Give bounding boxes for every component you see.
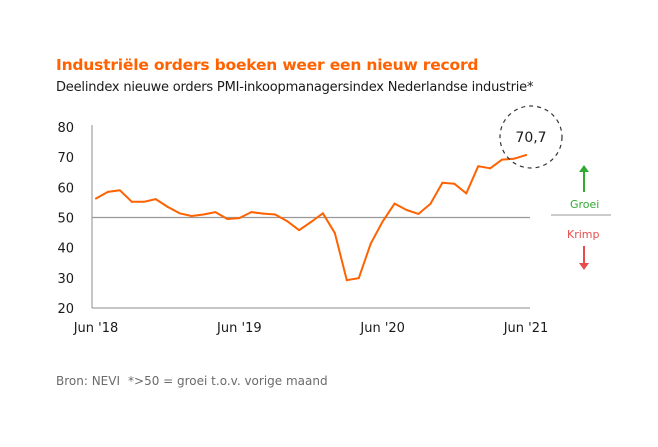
data-point [393,202,396,205]
data-point [202,213,205,216]
data-point [333,232,336,235]
data-point [178,212,181,215]
y-axis-tick-labels: 20 30 40 50 60 70 80 [57,121,74,317]
data-point [513,157,516,160]
y-tick-label: 60 [57,181,74,196]
x-tick-label: Jun '18 [73,321,119,336]
x-tick-label: Jun '19 [216,321,262,336]
source-label: Bron: NEVI [56,374,121,388]
data-point [226,218,229,221]
data-point [369,242,372,245]
data-point [405,208,408,211]
growth-arrow-icon [579,165,589,192]
y-tick-label: 50 [57,212,74,227]
data-point [357,277,360,280]
data-point [321,212,324,215]
data-point [489,167,492,170]
data-point [298,229,301,232]
data-point [118,189,121,192]
y-tick-label: 20 [57,302,74,317]
data-point [166,205,169,208]
x-tick-label: Jun '20 [359,321,405,336]
data-point [286,220,289,223]
data-point [190,214,193,217]
data-point [525,154,527,157]
footnote: *>50 = groei t.o.v. vorige maand [128,374,328,388]
legend-shrink-label: Krimp [567,228,600,241]
data-point [345,279,348,282]
data-point [250,211,253,214]
data-point [274,213,277,216]
legend-growth-label: Groei [570,198,599,211]
x-axis-tick-labels: Jun '18 Jun '19 Jun '20 Jun '21 [73,321,549,336]
shrink-arrow-icon [579,246,589,270]
chart-source: Bron: NEVI *>50 = groei t.o.v. vorige maa… [56,374,328,388]
data-point [381,220,384,223]
data-point [453,182,456,185]
data-point [95,197,97,200]
latest-value-label: 70,7 [515,130,546,146]
data-point [214,211,217,214]
data-point [465,192,468,195]
data-point [106,190,109,193]
y-tick-label: 40 [57,242,74,257]
chart-subtitle: Deelindex nieuwe orders PMI-inkoopmanage… [56,80,534,95]
data-point [238,217,241,220]
x-tick-label: Jun '21 [503,321,549,336]
chart-title: Industriële orders boeken weer een nieuw… [56,56,479,74]
series-points [95,154,527,282]
data-point [441,181,444,184]
data-point [154,198,157,201]
data-point [130,200,133,203]
y-tick-label: 70 [57,151,74,166]
latest-value-callout-circle [499,105,563,169]
y-tick-label: 30 [57,272,74,287]
data-point [142,200,145,203]
data-point [262,212,265,215]
data-point [310,221,312,224]
y-tick-label: 80 [57,121,74,136]
growth-shrink-legend: Groei Krimp [551,165,611,270]
data-point [501,158,504,161]
data-point [477,165,480,168]
data-point [417,212,420,215]
data-point [429,202,432,205]
